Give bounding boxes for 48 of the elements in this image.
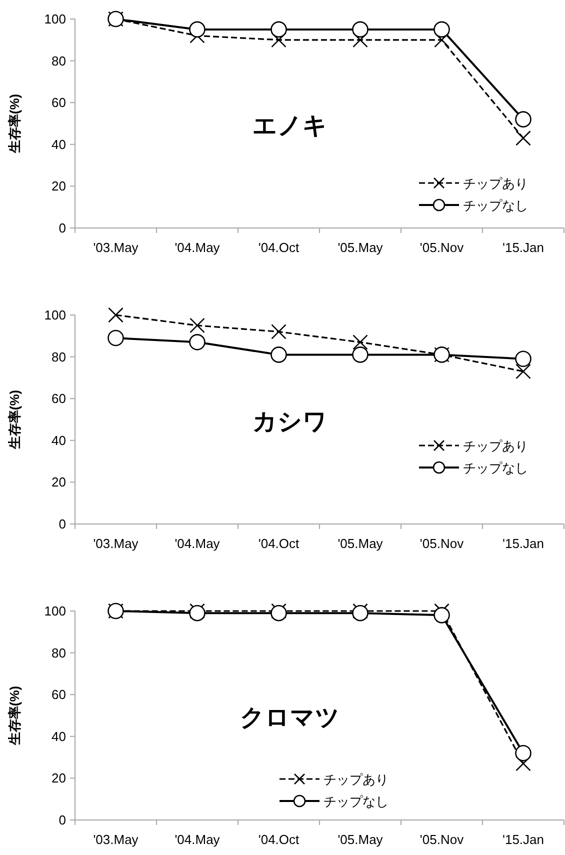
legend-label: チップなし — [324, 794, 388, 809]
x-tick-label: '05.May — [338, 240, 384, 255]
y-tick-label: 0 — [58, 812, 66, 828]
y-tick-label: 80 — [52, 53, 66, 68]
x-tick-label: '04.Oct — [258, 832, 300, 847]
x-tick-label: '05.Nov — [420, 536, 464, 551]
y-tick-label: 100 — [44, 308, 66, 322]
y-axis-title: 生存率(%) — [7, 686, 22, 746]
y-axis-title: 生存率(%) — [7, 94, 22, 154]
legend-label: チップなし — [463, 460, 528, 476]
x-tick-label: '04.Oct — [258, 536, 300, 551]
text: カシワ — [252, 408, 328, 436]
y-tick-label: 0 — [58, 516, 66, 532]
x-tick-label: '05.Nov — [420, 832, 464, 847]
y-tick-label: 100 — [44, 604, 66, 618]
y-tick-label: 0 — [58, 220, 66, 236]
x-tick-label: '05.Nov — [420, 240, 464, 255]
y-tick-label: 40 — [52, 728, 66, 744]
y-tick-label: 60 — [52, 391, 66, 406]
text: クロマツ — [240, 704, 340, 732]
x-tick-label: '15.Jan — [502, 832, 544, 847]
y-tick-label: 20 — [52, 474, 66, 490]
legend-label: チップあり — [324, 772, 388, 787]
y-tick-label: 40 — [52, 136, 66, 152]
y-tick-label: 20 — [52, 770, 66, 786]
x-tick-label: '04.May — [174, 536, 220, 551]
y-tick-label: 60 — [52, 95, 66, 110]
y-tick-label: 80 — [52, 645, 66, 660]
x-tick-label: '03.May — [93, 832, 139, 847]
legend-label: チップなし — [463, 198, 528, 213]
x-tick-label: '15.Jan — [502, 240, 544, 255]
text: エノキ — [252, 112, 328, 140]
y-tick-label: 100 — [44, 12, 66, 26]
x-tick-label: '04.May — [174, 832, 220, 847]
legend-label: チップあり — [463, 438, 528, 454]
x-tick-label: '05.May — [338, 536, 384, 551]
x-tick-label: '04.May — [174, 240, 220, 255]
x-tick-label: '15.Jan — [502, 536, 544, 551]
x-tick-label: '05.May — [338, 832, 384, 847]
y-tick-label: 80 — [52, 349, 66, 364]
x-tick-label: '04.Oct — [258, 240, 300, 255]
y-axis-title: 生存率(%) — [7, 390, 22, 450]
y-tick-label: 40 — [52, 432, 66, 448]
y-tick-label: 20 — [52, 178, 66, 194]
legend-label: チップあり — [463, 176, 528, 191]
y-tick-label: 60 — [52, 687, 66, 702]
x-tick-label: '03.May — [93, 536, 139, 551]
x-tick-label: '03.May — [93, 240, 139, 255]
